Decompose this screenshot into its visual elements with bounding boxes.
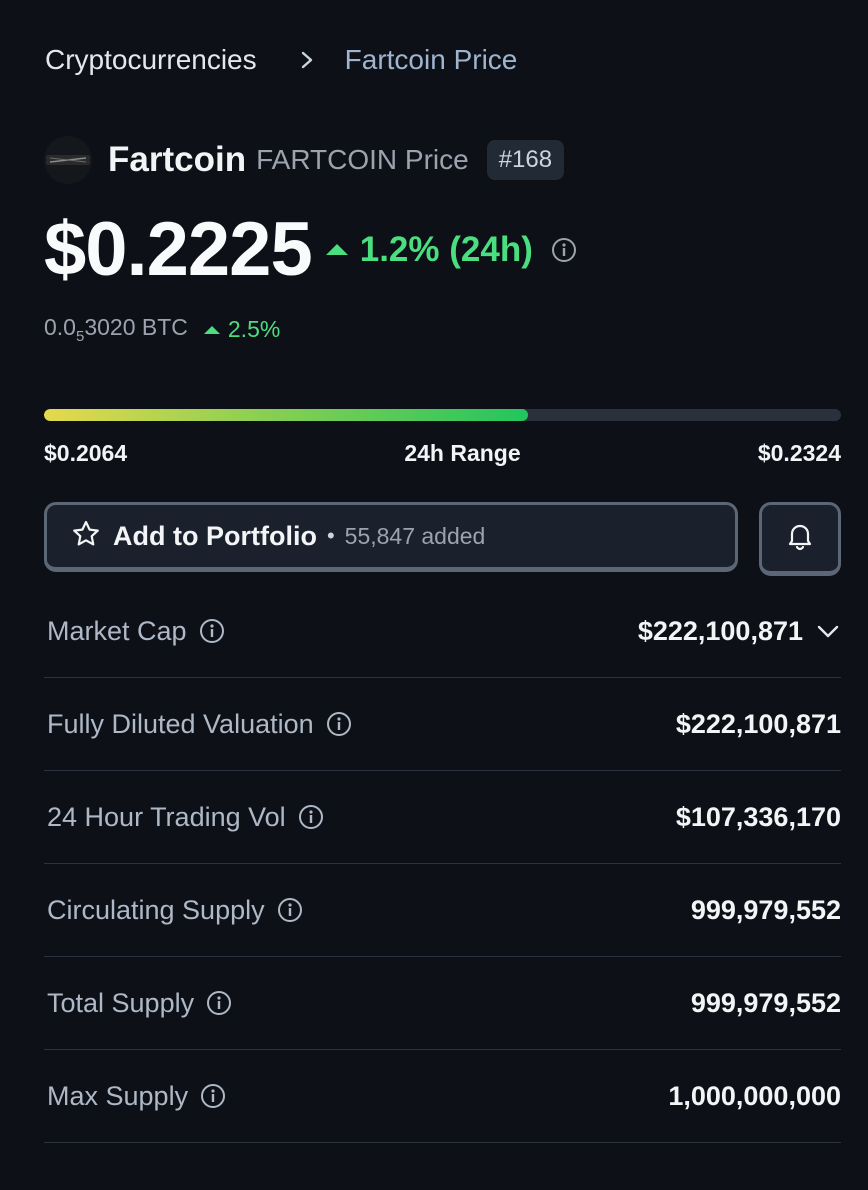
stat-label: Max Supply (44, 1081, 226, 1112)
stat-label: Fully Diluted Valuation (44, 709, 352, 740)
breadcrumb: Cryptocurrencies Fartcoin Price (45, 44, 517, 76)
price-change-24h: 1.2% (24h) (325, 229, 533, 270)
info-icon[interactable] (298, 804, 324, 830)
stat-value: 999,979,552 (690, 894, 841, 925)
range-labels: $0.2064 24h Range $0.2324 (44, 440, 841, 467)
stat-value: $107,336,170 (675, 801, 841, 832)
breadcrumb-current: Fartcoin Price (344, 44, 518, 75)
stat-row-fdv: Fully Diluted Valuation $222,100,871 (44, 678, 841, 771)
breadcrumb-root-link[interactable]: Cryptocurrencies (45, 44, 257, 75)
portfolio-label: Add to Portfolio (113, 520, 317, 551)
stat-value: 999,979,552 (690, 987, 841, 1018)
btc-change-value: 2.5% (227, 316, 281, 342)
range-bar-fill (44, 409, 528, 421)
coin-header: Fartcoin FARTCOIN Price #168 (44, 136, 565, 184)
chevron-right-icon (297, 50, 317, 70)
stat-value: 1,000,000,000 (668, 1080, 841, 1111)
add-to-portfolio-button[interactable]: Add to Portfolio • 55,847 added (44, 502, 738, 572)
info-icon[interactable] (199, 618, 225, 644)
chevron-down-icon[interactable] (815, 618, 841, 644)
price-change-value: 1.2% (24h) (359, 229, 533, 269)
stats-table: Market Cap $222,100,871 Fully Diluted Va… (44, 585, 841, 1143)
range-low: $0.2064 (44, 440, 128, 466)
stat-row-max-supply: Max Supply 1,000,000,000 (44, 1050, 841, 1143)
stat-row-circulating-supply: Circulating Supply 999,979,552 (44, 864, 841, 957)
range-high: $0.2324 (757, 440, 841, 466)
stat-value: $222,100,871 (638, 616, 841, 647)
range-bar (44, 409, 841, 421)
caret-up-icon (203, 325, 220, 334)
rank-badge: #168 (486, 140, 565, 180)
stat-label: Total Supply (44, 988, 232, 1019)
info-icon[interactable] (551, 237, 577, 263)
bell-icon (786, 521, 814, 556)
price-alert-button[interactable] (759, 502, 841, 576)
stat-row-total-supply: Total Supply 999,979,552 (44, 957, 841, 1050)
caret-up-icon (325, 244, 348, 255)
star-icon (71, 519, 101, 554)
info-icon[interactable] (277, 897, 303, 923)
separator-dot: • (326, 523, 335, 548)
range-title: 24h Range (404, 440, 521, 466)
info-icon[interactable] (206, 990, 232, 1016)
info-icon[interactable] (326, 711, 352, 737)
btc-price: 0.053020 BTC (44, 314, 188, 345)
stat-label: Circulating Supply (44, 895, 303, 926)
stat-label: 24 Hour Trading Vol (44, 802, 324, 833)
stat-label: Market Cap (44, 616, 225, 647)
coin-name: Fartcoin (108, 140, 247, 179)
fartcoin-logo-icon (44, 136, 92, 184)
stat-row-market-cap[interactable]: Market Cap $222,100,871 (44, 585, 841, 678)
portfolio-count: 55,847 added (344, 522, 486, 549)
price-row: $0.2225 1.2% (24h) (44, 206, 577, 293)
btc-change: 2.5% (203, 316, 281, 343)
coin-symbol: FARTCOIN Price (256, 144, 469, 175)
action-buttons: Add to Portfolio • 55,847 added (44, 502, 841, 576)
btc-price-row: 0.053020 BTC 2.5% (44, 314, 280, 345)
stat-row-trading-vol: 24 Hour Trading Vol $107,336,170 (44, 771, 841, 864)
info-icon[interactable] (200, 1083, 226, 1109)
current-price: $0.2225 (44, 207, 313, 292)
stat-value: $222,100,871 (675, 708, 841, 739)
